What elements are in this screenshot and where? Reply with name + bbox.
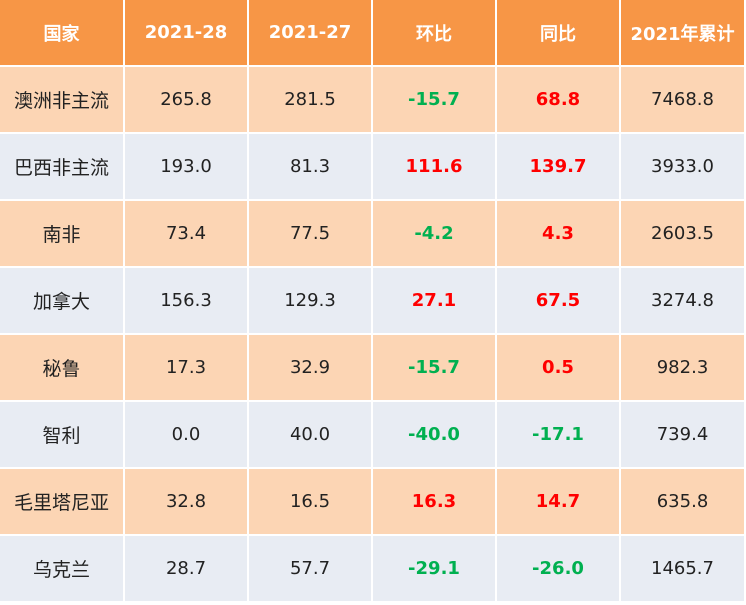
yoy-cell: 14.7 bbox=[497, 469, 621, 536]
header-week-27: 2021-27 bbox=[249, 0, 373, 67]
week-28-cell: 265.8 bbox=[125, 67, 249, 134]
yoy-cell: -17.1 bbox=[497, 402, 621, 469]
country-cell: 加拿大 bbox=[0, 268, 125, 335]
wow-cell: -15.7 bbox=[373, 67, 497, 134]
cumulative-cell: 3274.8 bbox=[621, 268, 744, 335]
week-27-cell: 40.0 bbox=[249, 402, 373, 469]
cumulative-cell: 1465.7 bbox=[621, 536, 744, 603]
wow-cell: 27.1 bbox=[373, 268, 497, 335]
wow-cell: 16.3 bbox=[373, 469, 497, 536]
header-week-28: 2021-28 bbox=[125, 0, 249, 67]
wow-cell: -4.2 bbox=[373, 201, 497, 268]
week-27-cell: 281.5 bbox=[249, 67, 373, 134]
cumulative-cell: 2603.5 bbox=[621, 201, 744, 268]
wow-cell: -29.1 bbox=[373, 536, 497, 603]
country-cell: 毛里塔尼亚 bbox=[0, 469, 125, 536]
yoy-cell: 0.5 bbox=[497, 335, 621, 402]
cumulative-cell: 3933.0 bbox=[621, 134, 744, 201]
wow-cell: -40.0 bbox=[373, 402, 497, 469]
week-28-cell: 28.7 bbox=[125, 536, 249, 603]
country-cell: 澳洲非主流 bbox=[0, 67, 125, 134]
week-27-cell: 129.3 bbox=[249, 268, 373, 335]
country-cell: 巴西非主流 bbox=[0, 134, 125, 201]
week-27-cell: 16.5 bbox=[249, 469, 373, 536]
country-cell: 南非 bbox=[0, 201, 125, 268]
header-yoy: 同比 bbox=[497, 0, 621, 67]
yoy-cell: 68.8 bbox=[497, 67, 621, 134]
week-28-cell: 0.0 bbox=[125, 402, 249, 469]
week-27-cell: 77.5 bbox=[249, 201, 373, 268]
week-28-cell: 32.8 bbox=[125, 469, 249, 536]
wow-cell: 111.6 bbox=[373, 134, 497, 201]
week-28-cell: 17.3 bbox=[125, 335, 249, 402]
cumulative-cell: 7468.8 bbox=[621, 67, 744, 134]
header-cumulative: 2021年累计 bbox=[621, 0, 744, 67]
yoy-cell: 4.3 bbox=[497, 201, 621, 268]
header-wow: 环比 bbox=[373, 0, 497, 67]
cumulative-cell: 739.4 bbox=[621, 402, 744, 469]
cumulative-cell: 982.3 bbox=[621, 335, 744, 402]
country-cell: 智利 bbox=[0, 402, 125, 469]
wow-cell: -15.7 bbox=[373, 335, 497, 402]
week-27-cell: 81.3 bbox=[249, 134, 373, 201]
week-27-cell: 57.7 bbox=[249, 536, 373, 603]
country-cell: 乌克兰 bbox=[0, 536, 125, 603]
cumulative-cell: 635.8 bbox=[621, 469, 744, 536]
week-28-cell: 73.4 bbox=[125, 201, 249, 268]
country-cell: 秘鲁 bbox=[0, 335, 125, 402]
week-28-cell: 156.3 bbox=[125, 268, 249, 335]
yoy-cell: -26.0 bbox=[497, 536, 621, 603]
yoy-cell: 67.5 bbox=[497, 268, 621, 335]
header-country: 国家 bbox=[0, 0, 125, 67]
yoy-cell: 139.7 bbox=[497, 134, 621, 201]
week-27-cell: 32.9 bbox=[249, 335, 373, 402]
week-28-cell: 193.0 bbox=[125, 134, 249, 201]
